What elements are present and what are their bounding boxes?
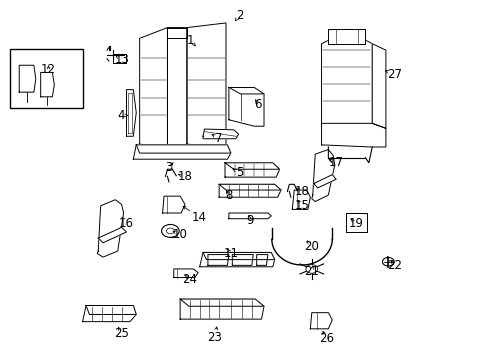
Polygon shape (345, 213, 366, 232)
Polygon shape (162, 196, 184, 213)
Polygon shape (203, 252, 274, 260)
Bar (10, 49, 82, 108)
Polygon shape (228, 87, 264, 126)
Text: 9: 9 (246, 214, 254, 227)
Text: 18: 18 (294, 185, 309, 198)
Text: 26: 26 (318, 332, 333, 345)
Circle shape (305, 265, 317, 273)
Text: 13: 13 (114, 53, 129, 66)
Text: 5: 5 (235, 166, 243, 179)
Polygon shape (167, 28, 186, 148)
Polygon shape (133, 145, 230, 159)
Polygon shape (113, 54, 126, 63)
Polygon shape (41, 72, 54, 97)
Polygon shape (173, 269, 198, 278)
Text: 1: 1 (187, 33, 194, 47)
Polygon shape (86, 306, 136, 315)
Polygon shape (228, 213, 271, 219)
Polygon shape (313, 175, 335, 188)
Text: 19: 19 (347, 217, 363, 230)
Polygon shape (82, 306, 136, 321)
Text: 25: 25 (114, 327, 129, 340)
Polygon shape (199, 252, 274, 267)
Polygon shape (224, 163, 279, 177)
Text: 24: 24 (182, 273, 197, 286)
Text: 15: 15 (294, 199, 309, 212)
Text: 6: 6 (254, 98, 262, 111)
Polygon shape (256, 255, 267, 265)
Polygon shape (207, 255, 228, 265)
Polygon shape (328, 30, 365, 44)
Polygon shape (321, 123, 385, 147)
Polygon shape (140, 28, 167, 148)
Polygon shape (19, 65, 36, 92)
Text: 22: 22 (386, 259, 401, 272)
Polygon shape (224, 163, 279, 169)
Circle shape (382, 257, 393, 266)
Text: 14: 14 (192, 211, 207, 224)
Text: 16: 16 (119, 217, 134, 230)
Polygon shape (203, 129, 238, 139)
Polygon shape (228, 87, 264, 94)
Polygon shape (371, 44, 385, 129)
Polygon shape (310, 313, 331, 329)
Text: 8: 8 (225, 189, 232, 202)
Polygon shape (180, 299, 264, 306)
Text: 20: 20 (304, 240, 319, 253)
Polygon shape (219, 184, 281, 190)
Text: 3: 3 (165, 161, 172, 174)
Circle shape (166, 228, 174, 234)
Text: 11: 11 (223, 247, 238, 260)
Polygon shape (126, 90, 136, 136)
Text: 21: 21 (304, 265, 319, 278)
Polygon shape (311, 149, 334, 202)
Text: 4: 4 (118, 109, 125, 122)
Polygon shape (97, 200, 123, 257)
Polygon shape (180, 299, 264, 319)
Polygon shape (186, 23, 225, 148)
Circle shape (161, 225, 179, 237)
Polygon shape (292, 190, 310, 210)
Text: 23: 23 (206, 330, 221, 343)
Text: 12: 12 (41, 63, 56, 76)
Polygon shape (136, 145, 230, 153)
Polygon shape (219, 184, 281, 197)
Text: 27: 27 (386, 68, 401, 81)
Polygon shape (232, 255, 253, 265)
Polygon shape (167, 28, 186, 39)
Polygon shape (98, 227, 126, 243)
Polygon shape (321, 35, 371, 132)
Text: 7: 7 (215, 132, 223, 145)
Text: 10: 10 (172, 228, 187, 241)
Text: 17: 17 (328, 156, 343, 169)
Text: 18: 18 (177, 170, 192, 183)
Text: 2: 2 (235, 9, 243, 22)
